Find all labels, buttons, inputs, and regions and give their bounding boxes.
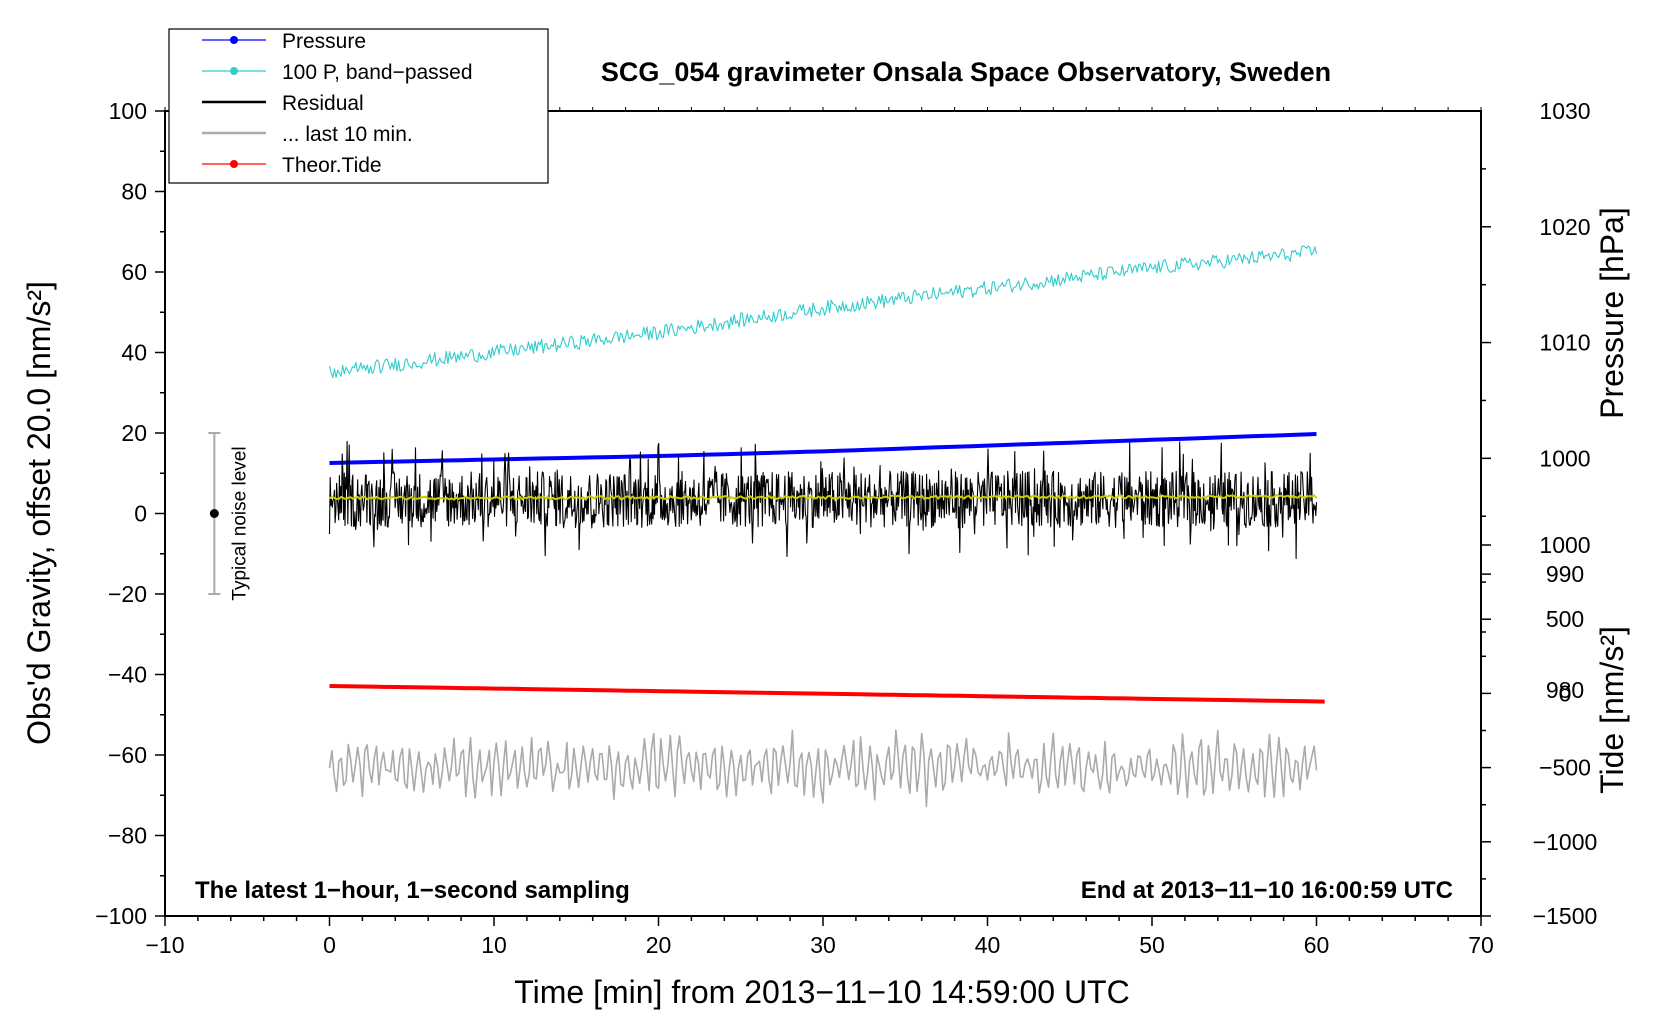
pressure-tick-label: 1020 — [1539, 214, 1590, 240]
x-axis-title: Time [min] from 2013−11−10 14:59:00 UTC — [514, 974, 1129, 1010]
y-tick-label: −60 — [108, 742, 147, 768]
pressure-tick-label: 990 — [1546, 561, 1584, 587]
y-axis-title-tide: Tide [nm/s²] — [1594, 626, 1630, 794]
sampling-note: The latest 1−hour, 1−second sampling — [195, 877, 630, 904]
x-tick-label: 30 — [810, 932, 836, 958]
x-tick-label: 10 — [481, 932, 507, 958]
x-tick-label: 20 — [646, 932, 672, 958]
pressure-tick-label: 980 — [1546, 677, 1584, 703]
noise-center-dot — [209, 509, 219, 518]
legend-swatch-marker — [230, 36, 238, 44]
x-tick-label: 50 — [1139, 932, 1165, 958]
x-tick-label: 70 — [1468, 932, 1494, 958]
legend-box — [168, 28, 549, 184]
series-line-last-10-min — [328, 729, 1318, 808]
legend-swatch-marker — [230, 67, 238, 75]
legend-label: Residual — [282, 92, 364, 115]
y-tick-label: 60 — [121, 259, 147, 285]
y-tick-label: 0 — [134, 501, 147, 527]
series-line-residual — [328, 440, 1318, 560]
y-axis-title-pressure: Pressure [hPa] — [1594, 207, 1630, 419]
x-tick-label: −10 — [145, 932, 184, 958]
series-layer — [328, 245, 1325, 808]
legend-label: Pressure — [282, 30, 366, 53]
legend: Pressure 100 P, band−passed Residual ... la… — [168, 28, 549, 184]
pressure-tick-label: 1010 — [1539, 330, 1590, 356]
y-tick-label: 100 — [109, 98, 147, 124]
series-line-100-p-band-passed — [328, 245, 1318, 379]
y-tick-label: −20 — [108, 581, 147, 607]
end-time-note: End at 2013−11−10 16:00:59 UTC — [1081, 877, 1453, 904]
y-tick-label: −80 — [108, 823, 147, 849]
series-line-pressure — [329, 432, 1317, 465]
noise-label: Typical noise level — [229, 446, 250, 600]
series-line-residual-smoothed — [328, 494, 1318, 501]
tide-tick-label: 1000 — [1539, 532, 1590, 558]
y-axis-title-gravity: Obs'd Gravity, offset 20.0 [nm/s²] — [21, 281, 57, 745]
tide-tick-label: −500 — [1539, 755, 1591, 781]
tide-tick-label: 0 — [1559, 680, 1572, 706]
tide-tick-label: −1500 — [1533, 903, 1598, 929]
legend-label: ... last 10 min. — [282, 123, 413, 146]
legend-label: Theor.Tide — [282, 154, 382, 177]
axes-layer: −10 0 10 20 30 40 50 60 70100806040200−20−40−60−… — [95, 98, 1597, 958]
noise-indicator: Typical noise level — [208, 432, 250, 601]
legend-swatch-marker — [230, 160, 238, 168]
x-tick-label: 0 — [323, 932, 336, 958]
pressure-tick-label: 1030 — [1539, 98, 1590, 124]
y-tick-label: −40 — [108, 662, 147, 688]
y-tick-label: −100 — [95, 903, 147, 929]
y-tick-label: 40 — [121, 340, 147, 366]
tide-tick-label: −1000 — [1533, 829, 1598, 855]
x-tick-label: 60 — [1304, 932, 1330, 958]
chart-title: SCG_054 gravimeter Onsala Space Observat… — [601, 57, 1331, 87]
legend-label: 100 P, band−passed — [282, 61, 473, 84]
y-tick-label: 20 — [121, 420, 147, 446]
x-tick-label: 40 — [975, 932, 1001, 958]
pressure-tick-label: 1000 — [1539, 445, 1590, 471]
y-tick-label: 80 — [121, 179, 147, 205]
series-line-theor-tide — [329, 684, 1325, 704]
tide-tick-label: 500 — [1546, 606, 1584, 632]
